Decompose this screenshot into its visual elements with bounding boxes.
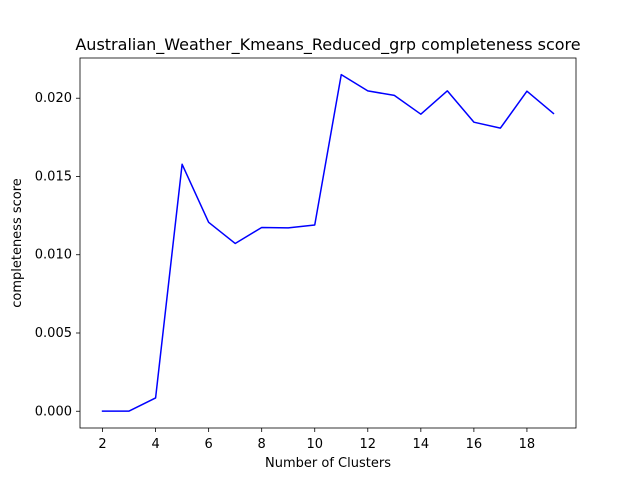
x-tick-label: 14	[413, 437, 430, 452]
x-tick-label: 2	[98, 437, 106, 452]
y-axis-ticks: 0.000 0.005 0.010 0.015 0.020	[35, 91, 80, 419]
x-axis-ticks: 2 4 6 8 10 12 14 16 18	[98, 428, 535, 452]
x-tick-label: 6	[205, 437, 213, 452]
plot-area	[80, 58, 576, 428]
completeness-score-line	[101, 73, 555, 412]
plot-frame	[79, 57, 577, 429]
y-tick-label: 0.005	[35, 326, 72, 341]
x-tick-label: 16	[466, 437, 483, 452]
x-tick-label: 18	[519, 437, 536, 452]
x-tick-label: 10	[306, 437, 323, 452]
x-tick-label: 8	[258, 437, 266, 452]
chart-title: Australian_Weather_Kmeans_Reduced_grp co…	[75, 35, 580, 55]
y-tick-label: 0.020	[35, 91, 72, 106]
x-tick-label: 12	[360, 437, 377, 452]
y-tick-label: 0.015	[35, 169, 72, 184]
y-tick-label: 0.010	[35, 248, 72, 263]
y-tick-label: 0.000	[35, 404, 72, 419]
x-axis-label: Number of Clusters	[265, 456, 391, 471]
x-tick-label: 4	[151, 437, 159, 452]
y-axis-label: completeness score	[10, 178, 25, 308]
